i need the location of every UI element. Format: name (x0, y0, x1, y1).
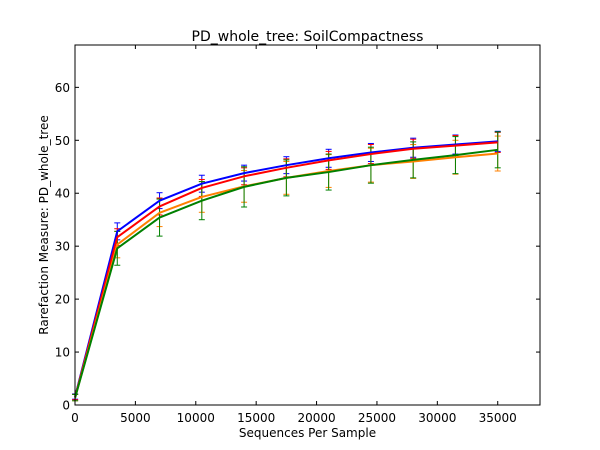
x-tick-label: 0 (71, 411, 79, 425)
x-tick-label: 20000 (297, 411, 335, 425)
y-axis-label: Rarefaction Measure: PD_whole_tree (37, 115, 51, 334)
series-lines (74, 140, 498, 398)
axis-ticks: 0 5000 10000 15000 20000 25000 30000 35000 0 10 20… (55, 45, 540, 425)
y-tick-label: 30 (55, 240, 70, 254)
x-tick-label: 25000 (358, 411, 396, 425)
y-tick-label: 10 (55, 346, 70, 360)
y-tick-label: 60 (55, 81, 70, 95)
y-tick-label: 50 (55, 134, 70, 148)
series-line-1 (74, 140, 498, 397)
x-tick-label: 10000 (177, 411, 215, 425)
plot-area-frame (74, 44, 541, 406)
error-bars (72, 130, 501, 402)
y-tick-label: 20 (55, 293, 70, 307)
series-line-2 (74, 141, 498, 398)
x-tick-label: 35000 (479, 411, 517, 425)
y-tick-label: 40 (55, 187, 70, 201)
x-tick-label: 5000 (120, 411, 151, 425)
series-line-4 (74, 148, 498, 398)
x-tick-label: 15000 (237, 411, 275, 425)
x-axis-label: Sequences Per Sample (239, 426, 376, 440)
chart-title: PD_whole_tree: SoilCompactness (192, 29, 424, 45)
x-tick-label: 30000 (418, 411, 456, 425)
y-tick-label: 0 (62, 399, 70, 413)
